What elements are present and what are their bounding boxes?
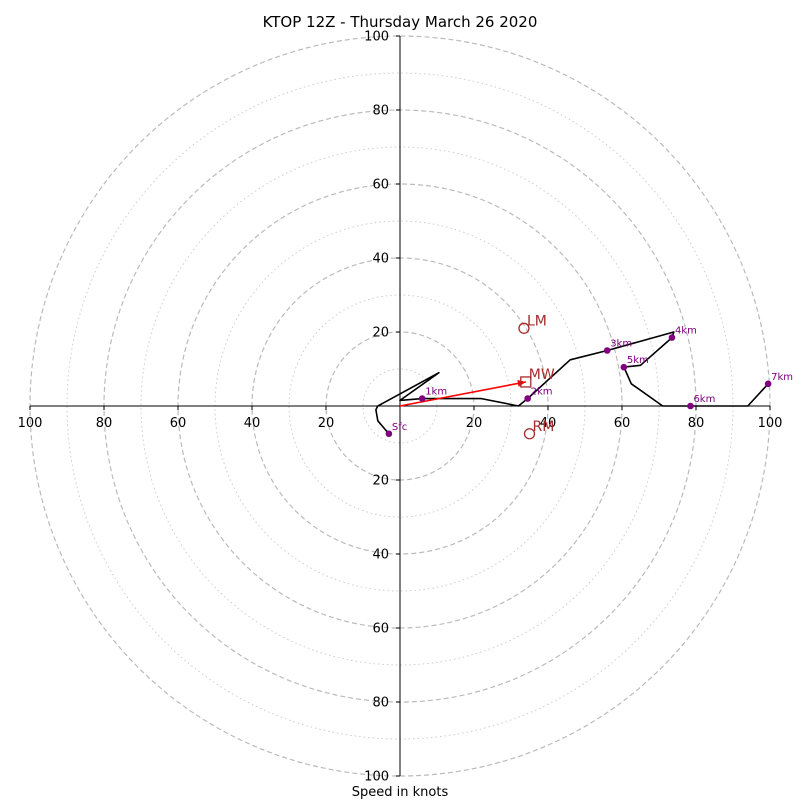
height-marker-label: 2km bbox=[531, 387, 553, 398]
y-tick-label: 20 bbox=[372, 326, 389, 341]
height-markers: Sfc 1km 2km 3km 4km 5km 6km 7km bbox=[385, 326, 793, 438]
height-marker-label: 4km bbox=[675, 326, 697, 337]
x-tick-label: 60 bbox=[170, 416, 187, 431]
storm-motion-point bbox=[518, 322, 530, 334]
height-marker-point bbox=[668, 334, 676, 341]
y-tick-label: 80 bbox=[372, 104, 389, 119]
x-tick-label: 20 bbox=[466, 416, 483, 431]
height-marker-point bbox=[385, 430, 393, 438]
height-marker-point bbox=[603, 347, 611, 354]
height-marker-point bbox=[524, 395, 531, 402]
mean-wind-vector bbox=[399, 380, 526, 407]
vector-shaft bbox=[399, 381, 526, 407]
storm-motion-label: LM bbox=[527, 313, 547, 329]
tick-labels: 100 80 60 40 20 20 40 60 80 100 100 80 60 40 20 20 40 60 8… bbox=[18, 30, 783, 785]
x-tick-label: 100 bbox=[758, 416, 783, 431]
height-marker-point bbox=[620, 363, 628, 371]
y-tick-label: 40 bbox=[372, 252, 389, 267]
vector-arrowhead bbox=[517, 380, 526, 387]
y-tick-label: 40 bbox=[372, 548, 389, 563]
y-tick-label: 60 bbox=[372, 178, 389, 193]
height-marker-label: 3km bbox=[610, 339, 632, 350]
storm-motion-markers: LM MW RM bbox=[518, 313, 555, 440]
x-axis-label: Speed in knots bbox=[352, 785, 449, 800]
height-marker-point bbox=[764, 380, 772, 388]
y-tick-label: 60 bbox=[372, 622, 389, 637]
height-marker-label: 6km bbox=[693, 394, 715, 405]
y-tick-label: 20 bbox=[372, 474, 389, 489]
storm-motion-label: MW bbox=[529, 367, 555, 383]
x-tick-label: 20 bbox=[318, 416, 335, 431]
hodograph-line bbox=[375, 331, 769, 435]
height-marker-label: 7km bbox=[771, 372, 793, 383]
y-tick-label: 80 bbox=[372, 696, 389, 711]
height-marker-label: 5km bbox=[627, 355, 649, 366]
x-tick-label: 40 bbox=[244, 416, 261, 431]
storm-motion-point bbox=[520, 376, 532, 388]
height-marker-label: 1km bbox=[425, 387, 447, 398]
chart-title: KTOP 12Z - Thursday March 26 2020 bbox=[263, 13, 538, 31]
height-marker-point bbox=[418, 395, 426, 402]
x-tick-label: 40 bbox=[540, 416, 557, 431]
height-marker-point bbox=[687, 402, 694, 410]
hodograph-trace bbox=[375, 331, 769, 435]
x-tick-label: 80 bbox=[688, 416, 705, 431]
x-tick-label: 100 bbox=[18, 416, 43, 431]
height-marker-label: Sfc bbox=[392, 422, 407, 433]
storm-motion-label: RM bbox=[533, 419, 555, 435]
y-tick-label: 100 bbox=[364, 30, 389, 45]
x-tick-label: 80 bbox=[96, 416, 113, 431]
storm-motion-point bbox=[523, 428, 536, 440]
x-tick-label: 60 bbox=[614, 416, 631, 431]
y-tick-label: 100 bbox=[364, 770, 389, 785]
